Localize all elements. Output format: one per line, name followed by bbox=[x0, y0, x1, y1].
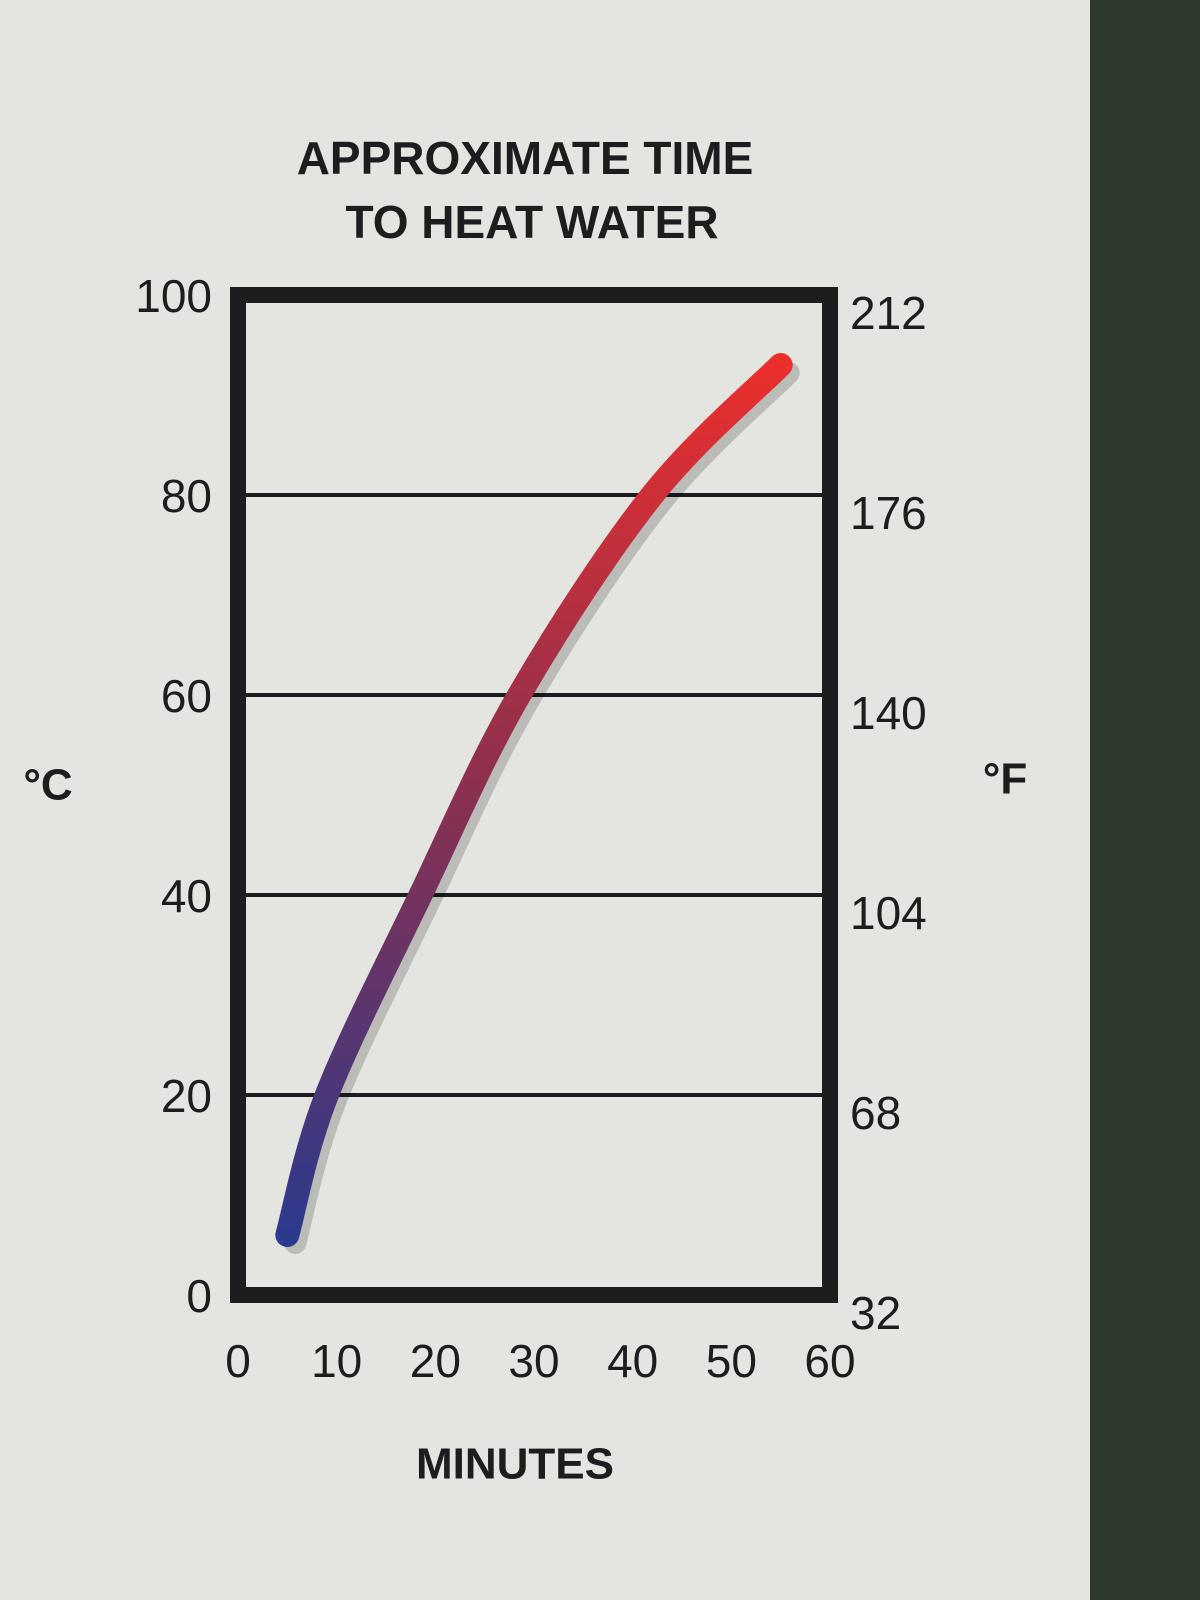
y-tick-label: 40 bbox=[161, 870, 212, 922]
chart-title: TO HEAT WATER bbox=[345, 196, 718, 248]
x-tick-label: 20 bbox=[410, 1335, 461, 1387]
y-tick-label: 0 bbox=[186, 1270, 212, 1322]
x-tick-label: 30 bbox=[508, 1335, 559, 1387]
x-tick-label: 60 bbox=[804, 1335, 855, 1387]
curve-shadow bbox=[284, 362, 800, 1254]
y2-tick-label: 32 bbox=[850, 1287, 901, 1339]
y2-tick-label: 212 bbox=[850, 287, 927, 339]
plot-frame bbox=[230, 287, 838, 1303]
y2-tick-label: 104 bbox=[850, 887, 927, 939]
curve bbox=[275, 353, 793, 1247]
x-tick-label: 0 bbox=[225, 1335, 251, 1387]
x-axis-label: MINUTES bbox=[416, 1440, 614, 1489]
y-tick-label: 60 bbox=[161, 670, 212, 722]
x-tick-label: 40 bbox=[607, 1335, 658, 1387]
y-tick-label: 80 bbox=[161, 470, 212, 522]
y2-tick-label: 176 bbox=[850, 487, 927, 539]
chart-title: APPROXIMATE TIME bbox=[297, 132, 754, 184]
background-edge bbox=[1090, 0, 1200, 1600]
y-tick-label: 20 bbox=[161, 1070, 212, 1122]
y2-tick-label: 140 bbox=[850, 687, 927, 739]
y2-axis-label: °F bbox=[983, 755, 1027, 804]
y-tick-label: 100 bbox=[135, 270, 212, 322]
y2-tick-label: 68 bbox=[850, 1087, 901, 1139]
y-axis-label: °C bbox=[23, 761, 72, 810]
x-tick-label: 10 bbox=[311, 1335, 362, 1387]
x-tick-label: 50 bbox=[706, 1335, 757, 1387]
